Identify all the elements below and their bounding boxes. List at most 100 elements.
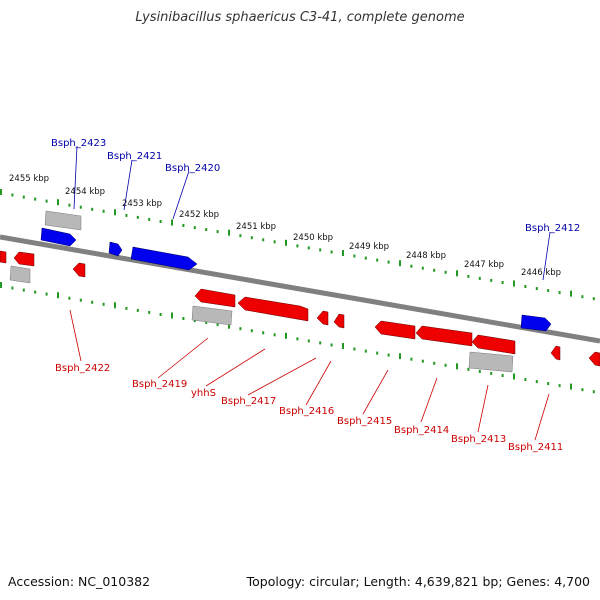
track-tick — [547, 382, 550, 386]
track-tick — [45, 199, 48, 203]
track-tick — [182, 317, 185, 320]
track-tick — [570, 383, 572, 390]
gene-bsph-2411[interactable] — [550, 345, 561, 361]
scale-labels: 2455 kbp 2454 kbp 2453 kbp 2452 kbp 2451… — [9, 174, 561, 278]
track-tick — [91, 207, 94, 211]
label-bsph-2417[interactable]: Bsph_2417 — [221, 396, 276, 407]
track-tick — [22, 195, 25, 199]
scale-label: 2455 kbp — [9, 174, 49, 184]
track-tick — [273, 333, 276, 337]
track-tick — [250, 236, 253, 240]
track-tick — [456, 270, 458, 277]
track-tick — [581, 295, 584, 299]
track-tick — [296, 337, 299, 341]
scale-label: 2447 kbp — [464, 260, 504, 270]
track-tick — [467, 367, 470, 371]
gene-bsph-2415[interactable] — [374, 320, 416, 340]
track-tick — [342, 343, 344, 349]
track-tick — [239, 234, 242, 238]
track-tick — [376, 351, 379, 355]
label-bsph-2411[interactable]: Bsph_2411 — [508, 442, 563, 453]
label-bsph-2419[interactable]: Bsph_2419 — [132, 379, 187, 390]
track-tick — [159, 220, 162, 223]
track-tick — [319, 341, 322, 345]
gene-bsph-2414[interactable] — [415, 325, 473, 347]
track-tick — [102, 302, 105, 306]
track-tick — [399, 353, 401, 360]
track-tick — [387, 260, 390, 264]
track-tick — [433, 361, 436, 365]
rna-gene-top[interactable] — [44, 210, 82, 231]
scale-label: 2453 kbp — [122, 199, 162, 209]
track-tick — [524, 378, 527, 381]
track-tick — [319, 248, 322, 252]
label-yhhs[interactable]: yhhS — [191, 388, 216, 399]
scale-label: 2451 kbp — [236, 222, 276, 232]
track-tick — [558, 291, 561, 295]
gene-yhhs[interactable] — [237, 296, 309, 322]
track-tick — [11, 193, 14, 197]
track-tick — [433, 268, 436, 272]
label-bsph-2422[interactable]: Bsph_2422 — [55, 363, 110, 374]
track-tick — [467, 274, 470, 278]
gene-left-edge[interactable] — [0, 250, 7, 264]
track-tick — [478, 276, 481, 280]
label-bsph-2413[interactable]: Bsph_2413 — [451, 434, 506, 445]
label-bsph-2423[interactable]: Bsph_2423 — [51, 138, 106, 149]
gene-bsph-2420[interactable] — [130, 246, 198, 271]
gene-bsph-2419[interactable] — [194, 288, 236, 308]
track-tick — [262, 238, 265, 242]
reverse-strand-genes — [0, 250, 600, 367]
gene-bsph-2422b[interactable] — [72, 262, 86, 278]
gene-bsph-2416[interactable] — [333, 313, 345, 329]
gene-bsph-2422[interactable] — [13, 251, 35, 267]
track-tick — [57, 199, 59, 206]
track-tick — [148, 217, 151, 221]
leader-bsph-2411 — [534, 393, 550, 441]
track-tick — [239, 327, 242, 331]
gene-bsph-2412[interactable] — [520, 314, 552, 332]
track-tick — [547, 289, 550, 293]
track-tick — [376, 258, 379, 262]
track-tick — [410, 264, 413, 268]
gene-bsph-2417[interactable] — [316, 310, 329, 326]
label-bsph-2412[interactable]: Bsph_2412 — [525, 223, 580, 234]
scale-label: 2446 kbp — [521, 268, 561, 278]
track-tick — [513, 373, 515, 380]
label-bsph-2420[interactable]: Bsph_2420 — [165, 163, 220, 174]
track-tick — [228, 322, 230, 329]
label-bsph-2421[interactable]: Bsph_2421 — [107, 151, 162, 162]
track-tick — [216, 323, 219, 327]
track-tick — [296, 244, 299, 248]
rna-gene-right[interactable] — [468, 351, 514, 373]
track-tick — [581, 388, 584, 392]
track-tick — [501, 374, 504, 377]
track-tick — [79, 205, 82, 209]
track-tick — [535, 380, 538, 384]
gene-bsph-2421[interactable] — [108, 241, 123, 257]
label-bsph-2415[interactable]: Bsph_2415 — [337, 416, 392, 427]
track-tick — [216, 230, 219, 234]
rna-gene-left[interactable] — [9, 265, 31, 284]
track-tick — [342, 250, 344, 256]
track-tick — [228, 229, 230, 236]
gene-bsph-2423[interactable] — [40, 227, 77, 247]
track-tick — [125, 213, 128, 217]
track-tick — [205, 321, 208, 325]
label-bsph-2414[interactable]: Bsph_2414 — [394, 425, 449, 436]
track-tick — [410, 357, 413, 361]
gene-right-edge[interactable] — [588, 351, 600, 367]
track-tick — [159, 313, 162, 316]
track-tick — [102, 209, 105, 213]
track-tick — [0, 282, 2, 288]
track-tick — [513, 280, 515, 287]
inner-tick-track — [0, 282, 595, 394]
label-bsph-2416[interactable]: Bsph_2416 — [279, 406, 334, 417]
track-tick — [171, 312, 173, 319]
rna-genes — [9, 210, 514, 373]
rna-gene-mid[interactable] — [191, 305, 233, 326]
leader-bsph-2420 — [172, 170, 190, 220]
track-tick — [182, 224, 185, 227]
gene-bsph-2413[interactable] — [471, 334, 516, 355]
